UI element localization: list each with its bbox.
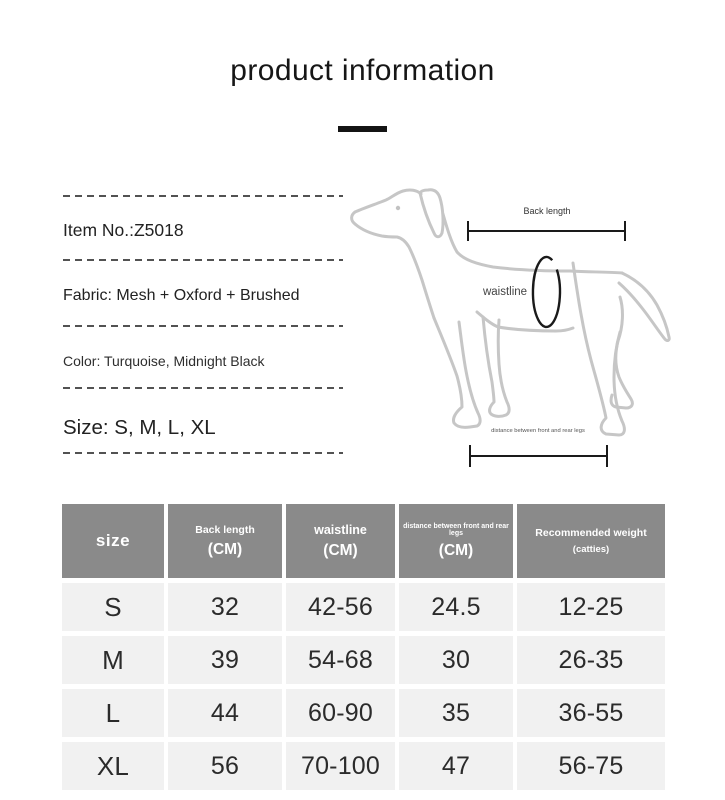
header-unit: (catties): [572, 543, 610, 555]
table-header-waistline: waistline (CM): [286, 504, 395, 578]
header-label: waistline: [314, 523, 367, 537]
title-underline: [338, 126, 387, 132]
cell-waistline-xl: 70-100: [286, 742, 395, 790]
dog-hind-leg-near: [571, 261, 626, 437]
cell-weight-m: 26-35: [517, 636, 665, 684]
cell-size-l: L: [62, 689, 164, 737]
table-header-weight: Recommended weight (catties): [517, 504, 665, 578]
header-unit: (CM): [323, 541, 358, 559]
leg-distance-label: distance between front and rear legs: [491, 428, 585, 434]
waistline-ellipse: [531, 255, 562, 329]
cell-leg-distance-s: 24.5: [399, 583, 513, 631]
size-table: size Back length (CM) waistline (CM) dis…: [62, 504, 665, 790]
header-label: distance between front and rear legs: [403, 523, 509, 538]
cell-waistline-l: 60-90: [286, 689, 395, 737]
measurement-marks: [467, 221, 626, 467]
cell-weight-s: 12-25: [517, 583, 665, 631]
table-header-back-length: Back length (CM): [168, 504, 282, 578]
cell-weight-l: 36-55: [517, 689, 665, 737]
cell-leg-distance-l: 35: [399, 689, 513, 737]
dog-ear: [418, 188, 445, 239]
header-label: Recommended weight: [535, 527, 647, 539]
cell-leg-distance-m: 30: [399, 636, 513, 684]
dog-back: [441, 212, 624, 275]
cell-size-xl: XL: [62, 742, 164, 790]
dog-outline: [350, 188, 671, 437]
header-unit: (CM): [438, 542, 474, 560]
cell-back-length-l: 44: [168, 689, 282, 737]
divider-dashed: [63, 325, 343, 327]
divider-dashed: [63, 195, 343, 197]
cell-waistline-m: 54-68: [286, 636, 395, 684]
page-title: product information: [230, 54, 495, 87]
divider-dashed: [63, 259, 343, 261]
cell-back-length-s: 32: [168, 583, 282, 631]
divider-dashed: [63, 387, 343, 389]
cell-leg-distance-xl: 47: [399, 742, 513, 790]
color-text: Color: Turquoise, Midnight Black: [63, 353, 265, 369]
dog-belly: [475, 310, 575, 333]
dog-hind-leg-far: [609, 295, 634, 410]
cell-back-length-xl: 56: [168, 742, 282, 790]
item-number-text: Item No.:Z5018: [63, 220, 184, 240]
dog-tail: [617, 271, 671, 342]
header-unit: (CM): [207, 540, 243, 558]
dog-front-leg-far: [481, 315, 511, 418]
header-label: Back length: [195, 524, 255, 536]
table-header-size: size: [62, 504, 164, 578]
size-text: Size: S, M, L, XL: [63, 416, 216, 439]
dog-measurement-diagram: Back length waistline distance between f…: [350, 188, 671, 467]
dog-front-leg-near: [432, 316, 482, 429]
dog-eye: [395, 205, 401, 211]
cell-back-length-m: 39: [168, 636, 282, 684]
header-label: size: [95, 531, 131, 550]
dog-head: [350, 188, 423, 226]
cell-size-m: M: [62, 636, 164, 684]
cell-size-s: S: [62, 583, 164, 631]
table-header-leg-distance: distance between front and rear legs (CM…: [399, 504, 513, 578]
divider-dashed: [63, 452, 343, 454]
cell-waistline-s: 42-56: [286, 583, 395, 631]
dog-jaw-chest: [353, 222, 436, 320]
waistline-label: waistline: [482, 286, 527, 298]
cell-weight-xl: 56-75: [517, 742, 665, 790]
back-length-label: Back length: [523, 206, 570, 216]
fabric-text: Fabric: Mesh + Oxford + Brushed: [63, 287, 300, 304]
